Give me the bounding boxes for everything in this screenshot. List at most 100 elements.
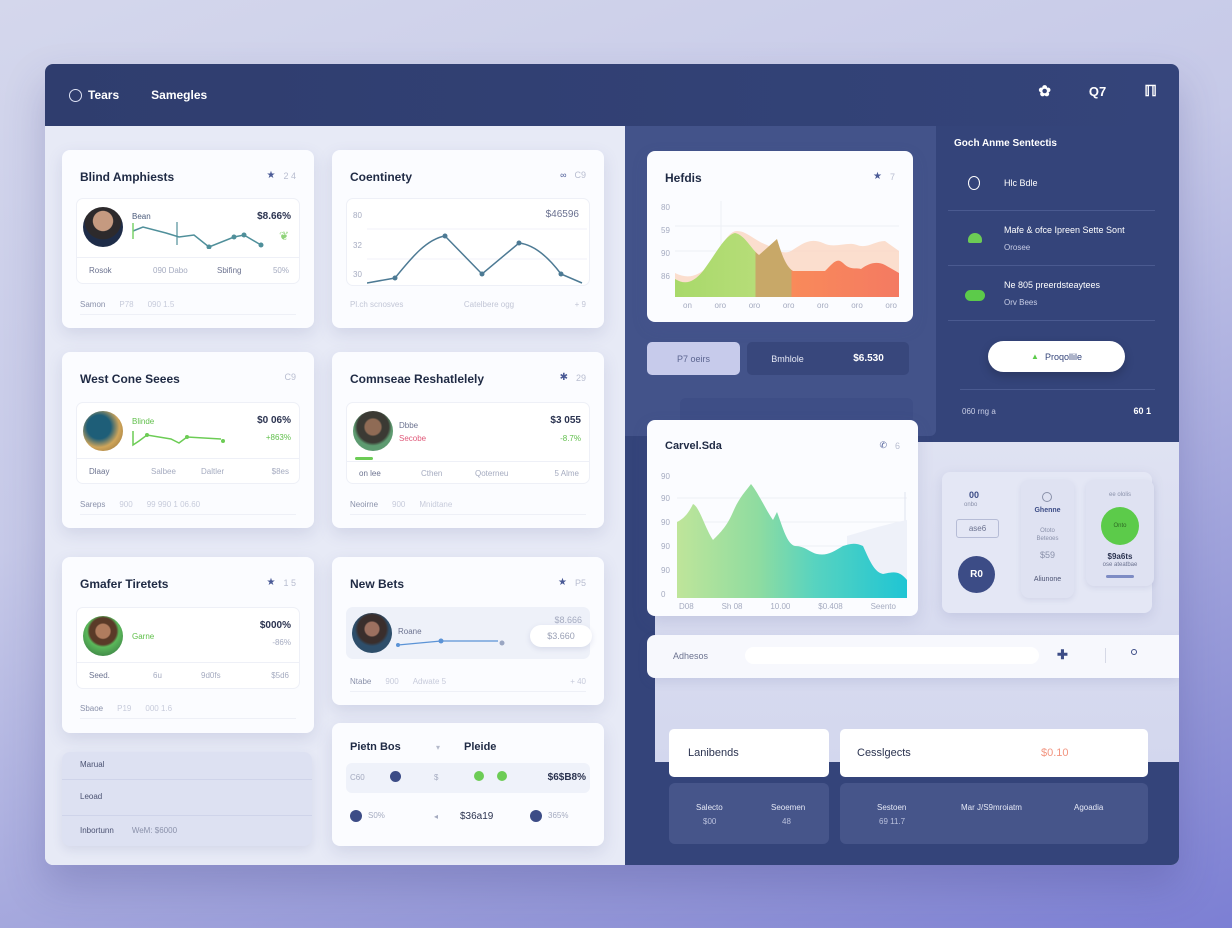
table-row[interactable]: C60 $ $6$B8% — [346, 763, 590, 793]
x-tick: oro — [885, 301, 897, 310]
card-west-cone: West Cone Seees C9 Blinde $0 06% +863% D… — [62, 352, 314, 528]
widget-cluster: 00 onbo ase6 R0 Ghenne Ototo Beteoes $59… — [942, 472, 1154, 613]
stat-label: Seoemen — [771, 803, 806, 812]
x-tick: 10.00 — [770, 602, 791, 611]
chart-value: $46596 — [545, 209, 579, 220]
card-gmafer: Gmafer Tiretets ★ 1 5 Garne $000% -86% Se… — [62, 557, 314, 733]
card-meta: 1 5 — [283, 577, 296, 588]
add-icon[interactable]: ✚ — [1057, 647, 1068, 662]
item-value: $0 06% — [257, 415, 291, 426]
star-icon[interactable]: ★ — [266, 170, 276, 181]
brand-label: Tears — [88, 88, 120, 102]
item-name: Bean — [132, 212, 151, 221]
tab-active[interactable]: P7 oeirs — [647, 342, 740, 375]
cell: 365% — [548, 811, 569, 820]
search-button[interactable]: Q7 — [1088, 83, 1107, 99]
row-value: 5 Alme — [554, 469, 579, 478]
avatar — [83, 616, 123, 656]
star-icon[interactable]: ★ — [873, 171, 882, 182]
list-item[interactable]: Leoad — [62, 780, 312, 816]
cell: $ — [434, 773, 439, 782]
widget-card[interactable]: Ghenne Ototo Beteoes $59 Aliunone — [1021, 480, 1074, 598]
row-value: $8es — [271, 467, 289, 476]
widget-label: 00 — [969, 490, 980, 500]
value-pill[interactable]: $3.660 — [530, 625, 592, 647]
y-tick: 90 — [661, 566, 670, 575]
panel-title: Goch Anme Sentectis — [954, 138, 1057, 149]
y-tick: 32 — [353, 241, 362, 250]
row-label: 090 Dabo — [153, 266, 188, 275]
widget-input[interactable]: ase6 — [956, 519, 999, 538]
stat-value: $00 — [703, 817, 717, 826]
notification-sub: Orv Bees — [1004, 298, 1038, 307]
card-value: $0.10 — [1041, 747, 1069, 759]
stats-right: Sestoen 69 11.7 Mar J/S9mroiatm Agoadia — [840, 783, 1148, 844]
footer-value: Adwate 5 — [412, 677, 447, 686]
dropdown-icon[interactable]: ▾ — [436, 743, 441, 752]
menu-icon[interactable]: ℿ — [1144, 83, 1157, 100]
item-change: -86% — [272, 638, 291, 647]
card-title: Cesslgects — [857, 747, 911, 759]
favorites-icon[interactable]: ✿ — [1038, 83, 1051, 100]
list-panel: Marual Leoad Inbortunn WeM: $6000 — [62, 752, 312, 846]
y-tick: 86 — [661, 272, 670, 281]
notification-item[interactable]: Ne 805 preerdsteaytees Orv Bees — [948, 266, 1155, 321]
item-value: $3 055 — [550, 415, 581, 426]
avatar — [83, 207, 123, 247]
card-meta[interactable]: C9 — [284, 372, 296, 382]
card-meta: C9 — [574, 170, 586, 180]
card-title: Comnseae Reshatlelely — [350, 372, 485, 386]
phone-icon[interactable]: ✆ — [879, 440, 887, 450]
widget-line: Ototo — [1040, 528, 1055, 534]
stat-value: 48 — [782, 817, 791, 826]
star-icon[interactable]: ★ — [266, 577, 276, 588]
card-title: New Bets — [350, 577, 405, 591]
avatar-initials[interactable]: R0 — [958, 556, 995, 593]
card-footer: Pl.ch scnosves Catelbere ogg + 9 — [350, 300, 586, 314]
toggle-icon — [965, 290, 985, 301]
table-row[interactable]: S0% ◂ $36a19 365% — [346, 805, 590, 831]
card-new-bets: New Bets ★ P5 Roane $8.666 $3.660 Ntabe 9… — [332, 557, 604, 705]
y-tick: 80 — [661, 203, 670, 212]
y-tick: 90 — [661, 542, 670, 551]
cell-value: $36a19 — [460, 811, 494, 822]
card-inner: Blinde $0 06% +863% Dlaay Salbee Daltler… — [76, 402, 300, 484]
area-chart — [675, 201, 899, 297]
tab-value: $6.530 — [853, 353, 884, 364]
card-meta: 7 — [889, 171, 895, 182]
stats-left: Salecto $00 Seoemen 48 — [669, 783, 829, 844]
tab-second[interactable]: Bmhlole — [771, 353, 804, 364]
list-item[interactable]: Inbortunn WeM: $6000 — [62, 816, 312, 845]
item-value: $8.666 — [554, 615, 582, 625]
widget-title: Ghenne — [1034, 507, 1061, 514]
widget-card[interactable]: ee ololis Onto $9a6ts ose ateatbae — [1086, 480, 1154, 586]
avatar — [353, 411, 393, 451]
link-icon[interactable]: ∞ — [560, 170, 567, 180]
card-cesslgects[interactable]: Cesslgects $0.10 — [840, 729, 1148, 777]
card-lanibends[interactable]: Lanibends — [669, 729, 829, 777]
address-input[interactable] — [745, 647, 1039, 664]
card-title: Blind Amphiests — [80, 170, 175, 184]
logo-icon — [69, 88, 82, 102]
notification-item[interactable]: Mafe & ofce Ipreen Sette Sont Orosee — [948, 211, 1155, 266]
item-value: $8.66% — [257, 211, 291, 222]
footer-value: + 40 — [570, 677, 586, 686]
app-window: Tears Samegles ✿ Q7 ℿ Blind Amphiests ★ 2… — [45, 64, 1179, 865]
settings-icon[interactable] — [1131, 649, 1137, 655]
row-value: $5d6 — [271, 671, 289, 680]
notification-item[interactable]: Hlc Bdle — [948, 156, 1155, 211]
list-item[interactable]: Marual — [62, 752, 312, 780]
footer-value: 60 1 — [1133, 406, 1151, 416]
widget-sub: ee ololis — [1108, 492, 1131, 498]
profile-button[interactable]: ▲ Proqollile — [988, 341, 1125, 372]
brand[interactable]: Tears — [69, 88, 119, 102]
star-icon[interactable]: ★ — [558, 577, 567, 588]
shield-icon — [968, 233, 982, 243]
card-title: Lanibends — [688, 747, 739, 759]
nav-link-samples[interactable]: Samegles — [151, 88, 208, 102]
footer-label: Samon — [80, 300, 106, 309]
coin-icon — [350, 810, 362, 822]
card-commune: Comnseae Reshatlelely ✱ 29 Dbbe Secobe $3… — [332, 352, 604, 528]
card-meta: 6 — [894, 440, 900, 451]
star-icon[interactable]: ✱ — [559, 372, 568, 383]
